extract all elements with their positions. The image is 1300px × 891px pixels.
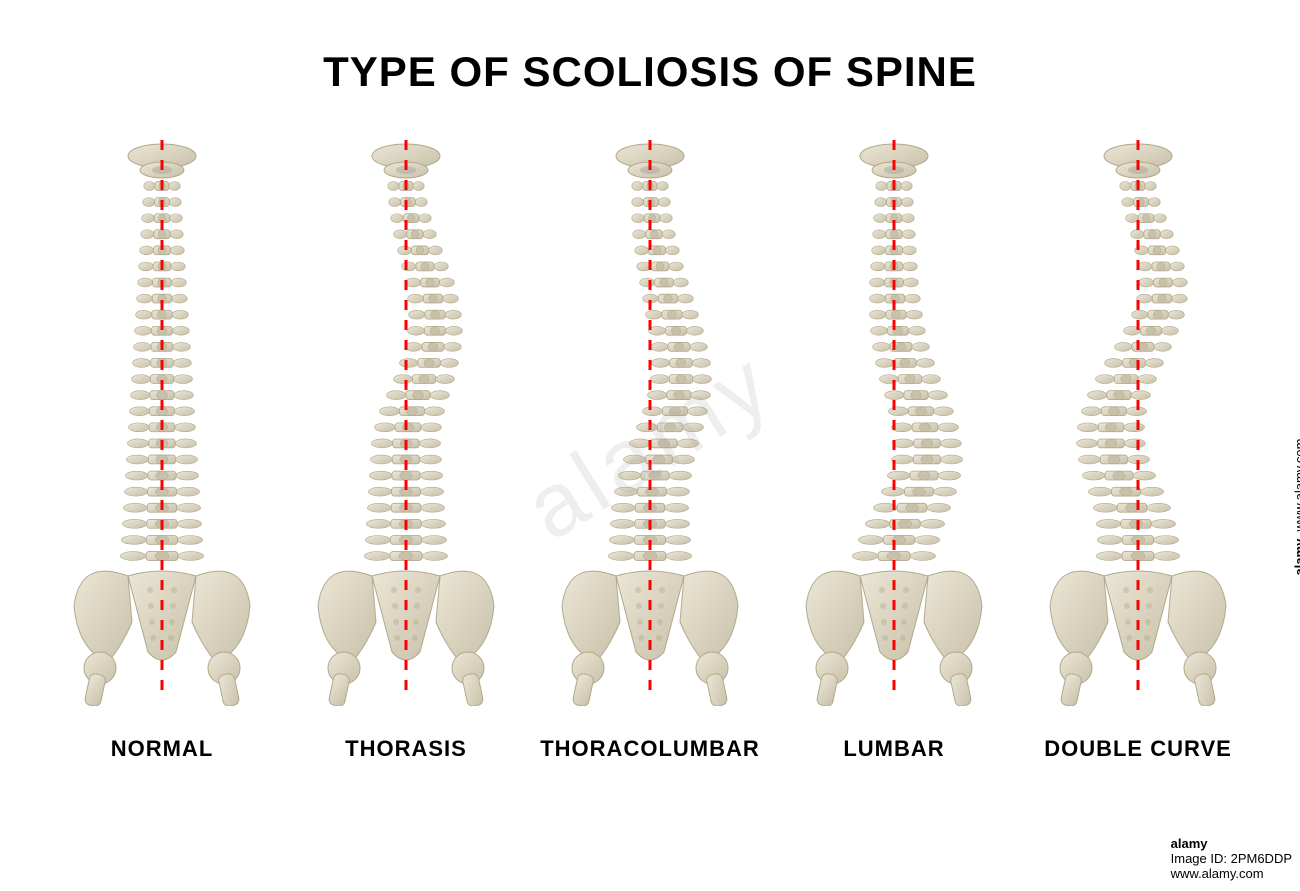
watermark-brand-2: alamy: [1171, 836, 1208, 851]
panel-thoracolumbar: THORACOLUMBAR: [540, 126, 760, 762]
panel-double: DOUBLE CURVE: [1028, 126, 1248, 762]
caption-thoracolumbar: THORACOLUMBAR: [540, 736, 760, 762]
figure-lumbar: [794, 126, 994, 706]
watermark-code: Image ID: 2PM6DDP: [1171, 851, 1292, 866]
figure-thoracolumbar: [550, 126, 750, 706]
spine-thoracolumbar-svg: [550, 126, 750, 706]
panel-lumbar: LUMBAR: [784, 126, 1004, 762]
spine-double-svg: [1038, 126, 1238, 706]
watermark-side: alamy www.alamy.com: [1292, 438, 1300, 575]
spine-row: NORMAL THORASIS THORACOLUMBAR LUMBAR DOU…: [0, 126, 1300, 762]
figure-normal: [62, 126, 262, 706]
panel-normal: NORMAL: [52, 126, 272, 762]
watermark-corner: alamy Image ID: 2PM6DDP www.alamy.com: [1171, 834, 1292, 883]
caption-lumbar: LUMBAR: [843, 736, 944, 762]
caption-normal: NORMAL: [111, 736, 214, 762]
page-title: TYPE OF SCOLIOSIS OF SPINE: [0, 0, 1300, 96]
figure-double: [1038, 126, 1238, 706]
watermark-site: www.alamy.com: [1292, 438, 1300, 531]
spine-thoracic-svg: [306, 126, 506, 706]
figure-thoracic: [306, 126, 506, 706]
panel-thoracic: THORASIS: [296, 126, 516, 762]
caption-thoracic: THORASIS: [345, 736, 467, 762]
watermark-site-2: www.alamy.com: [1171, 866, 1264, 881]
spine-normal-svg: [62, 126, 262, 706]
watermark-brand: alamy: [1292, 538, 1300, 575]
caption-double: DOUBLE CURVE: [1044, 736, 1232, 762]
spine-lumbar-svg: [794, 126, 994, 706]
